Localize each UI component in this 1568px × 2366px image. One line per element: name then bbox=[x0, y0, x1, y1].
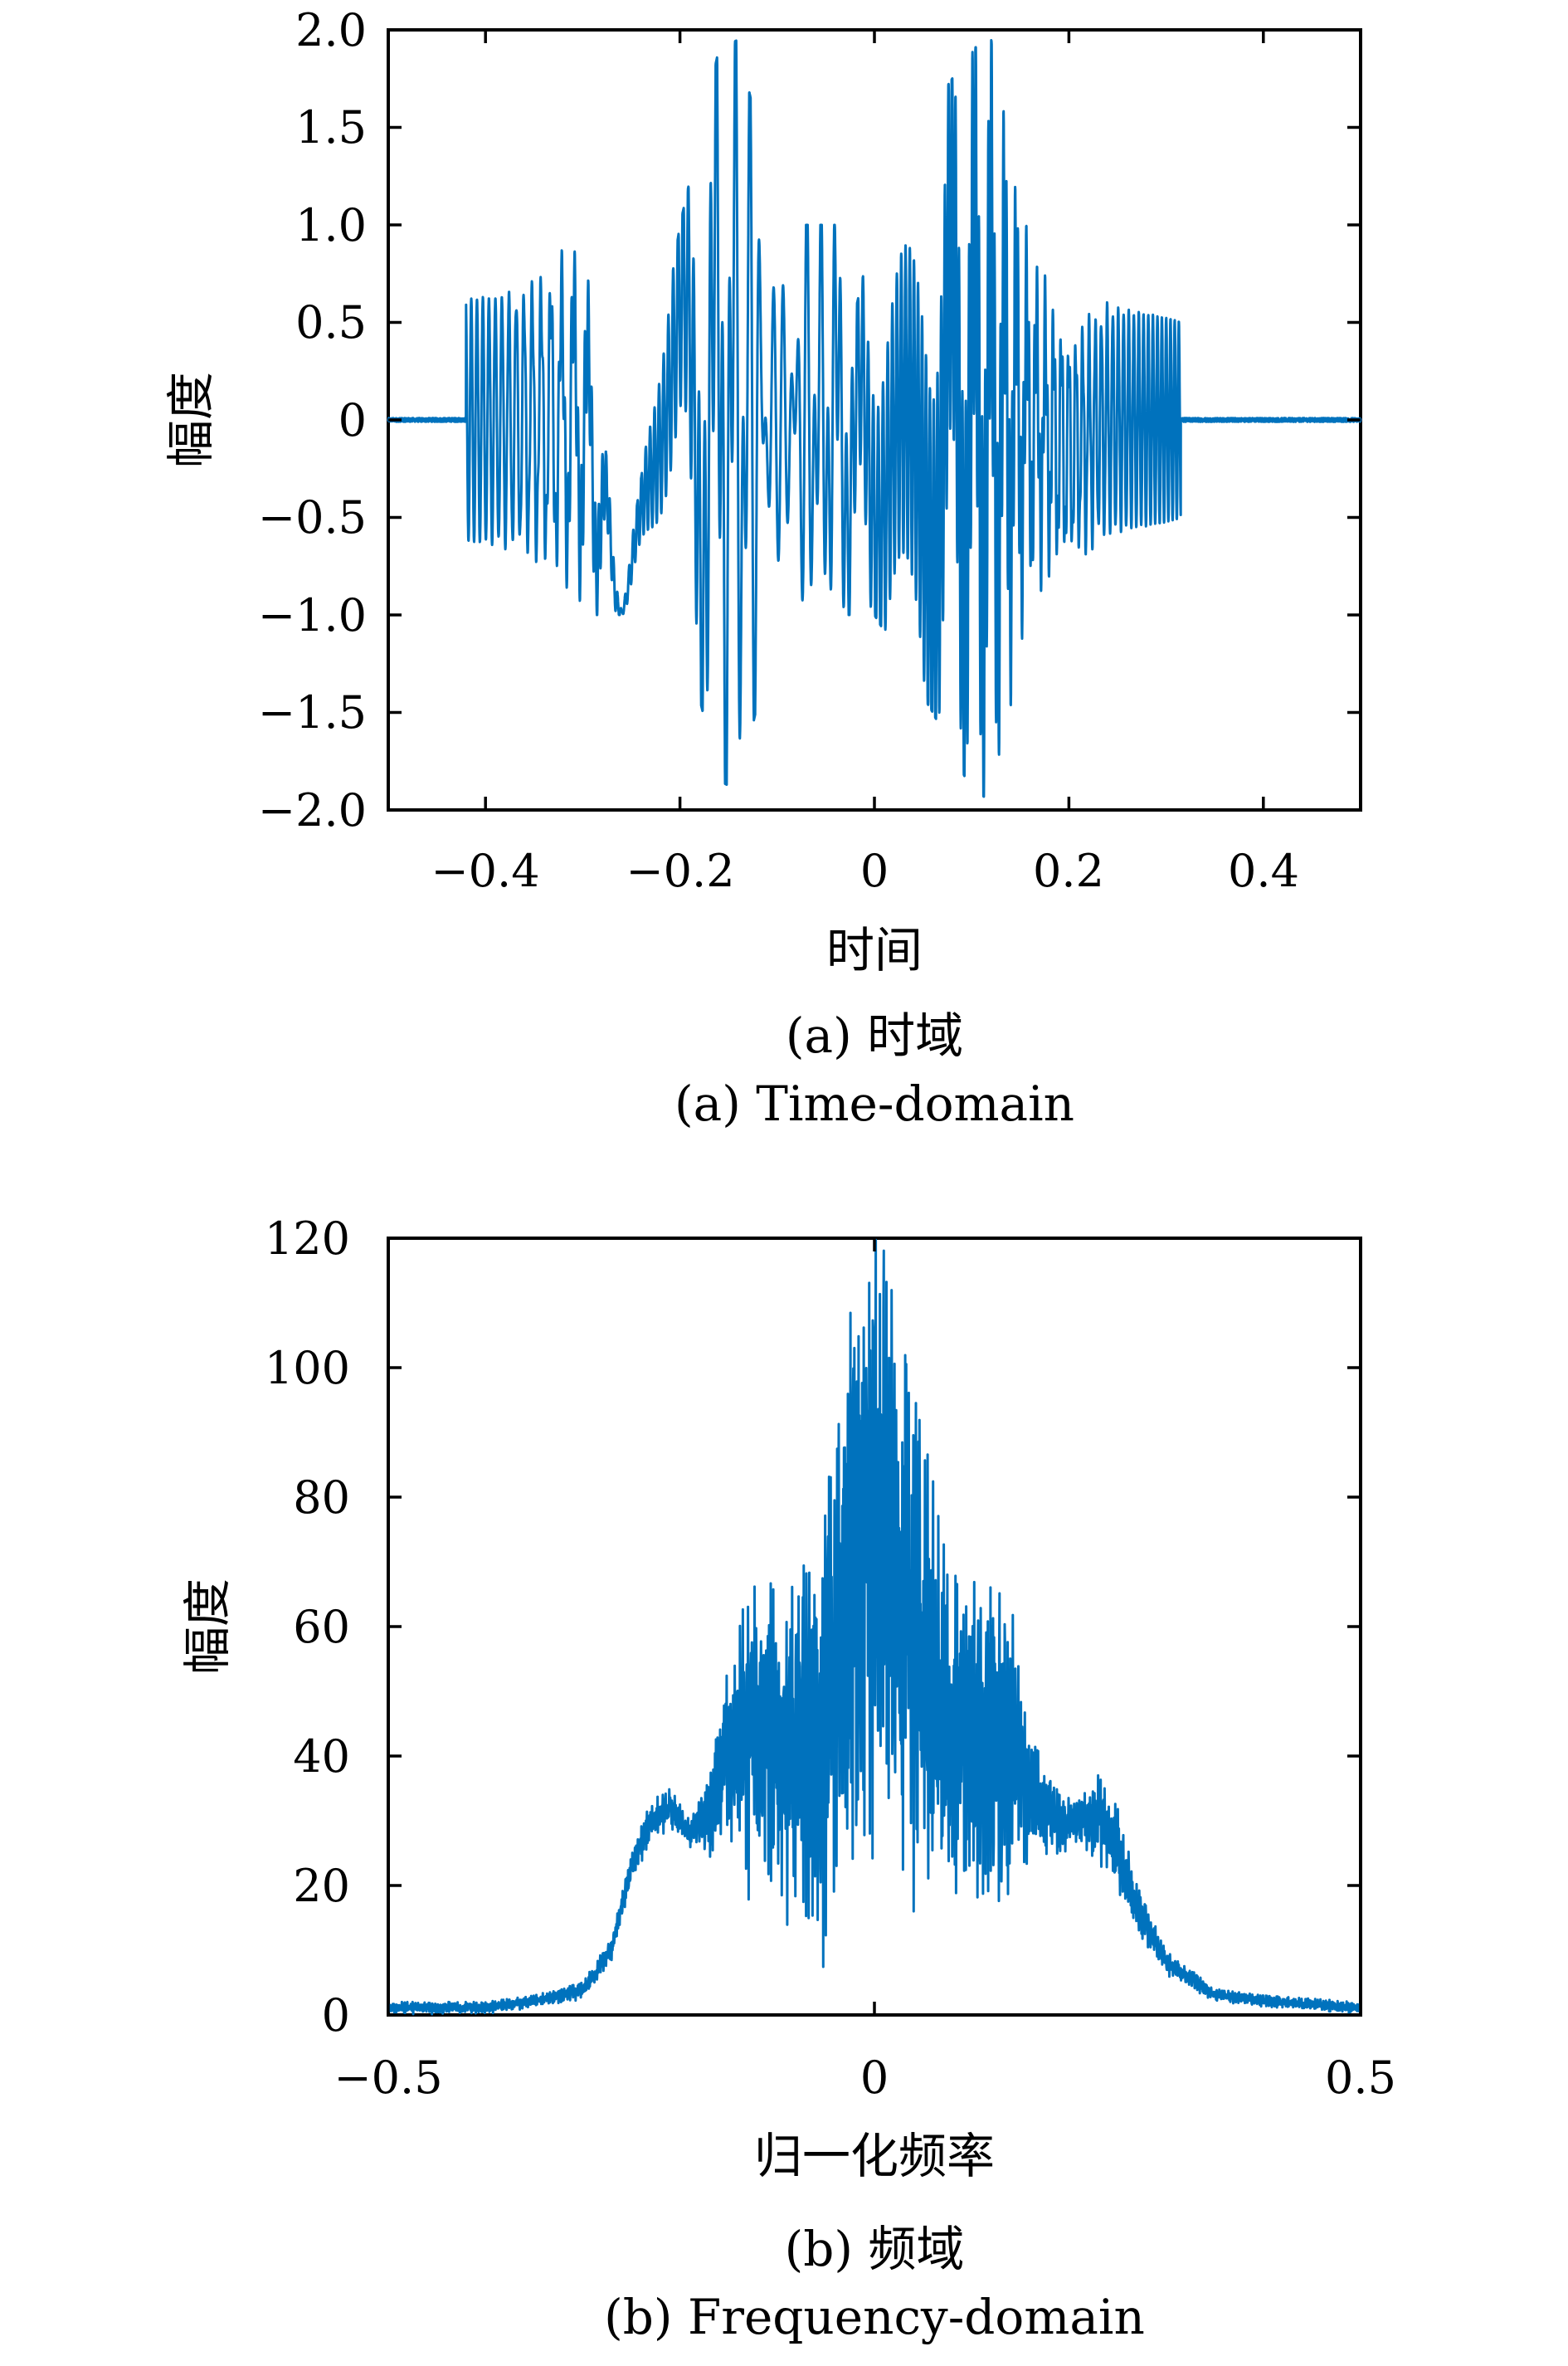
caption-a-cn: (a) 时域 bbox=[786, 1007, 963, 1064]
ytick-label-a-3: 0.5 bbox=[295, 296, 367, 349]
caption-b-en: (b) Frequency-domain bbox=[604, 2289, 1145, 2345]
caption-b-cn: (b) 频域 bbox=[785, 2221, 965, 2277]
ytick-label-b-0: 120 bbox=[265, 1212, 350, 1265]
ytick-label-b-1: 100 bbox=[265, 1342, 350, 1394]
xtick-label-b-1: 0 bbox=[860, 2051, 889, 2104]
xtick-label-a-4: 0.4 bbox=[1228, 845, 1299, 897]
ytick-label-b-5: 20 bbox=[293, 1860, 350, 1912]
ytick-label-a-8: −2.0 bbox=[258, 784, 367, 837]
xtick-label-a-3: 0.2 bbox=[1033, 845, 1104, 897]
ytick-label-b-2: 80 bbox=[293, 1471, 350, 1524]
ytick-label-a-2: 1.0 bbox=[295, 199, 367, 251]
ytick-label-a-1: 1.5 bbox=[295, 101, 367, 154]
chart-frequency-domain: 120 100 80 60 40 20 0 −0.5 0 0.5 归一化频率 幅… bbox=[179, 1212, 1396, 2345]
ytick-label-b-4: 40 bbox=[293, 1730, 350, 1783]
xtick-label-a-0: −0.4 bbox=[431, 845, 539, 897]
spectrum-line bbox=[387, 1238, 1362, 2016]
ytick-label-a-5: −0.5 bbox=[258, 491, 367, 544]
xtick-label-b-0: −0.5 bbox=[334, 2051, 442, 2104]
ticks-a bbox=[388, 28, 1361, 812]
ytick-label-a-4: 0 bbox=[338, 394, 367, 446]
series-spectrum bbox=[387, 1238, 1362, 2016]
ytick-label-a-7: −1.5 bbox=[258, 686, 367, 739]
xtick-label-a-1: −0.2 bbox=[626, 845, 734, 897]
x-axis-title-a: 时间 bbox=[826, 922, 923, 978]
caption-a-en: (a) Time-domain bbox=[674, 1076, 1074, 1132]
series-time-signal bbox=[387, 39, 1362, 798]
xtick-label-b-2: 0.5 bbox=[1325, 2051, 1396, 2104]
time-signal-line bbox=[387, 39, 1362, 798]
xtick-label-a-2: 0 bbox=[860, 845, 889, 897]
ytick-label-b-6: 0 bbox=[322, 1989, 350, 2042]
y-axis-title-a: 幅度 bbox=[163, 372, 219, 468]
ytick-label-b-3: 60 bbox=[293, 1601, 350, 1653]
y-axis-title-b: 幅度 bbox=[179, 1578, 236, 1675]
x-axis-title-b: 归一化频率 bbox=[754, 2128, 995, 2184]
ticks-b bbox=[387, 1237, 1362, 2017]
chart-time-domain: 2.0 1.5 1.0 0.5 0 −0.5 −1.0 −1.5 −2.0 −0… bbox=[163, 4, 1362, 1132]
ytick-label-a-6: −1.0 bbox=[258, 589, 367, 642]
ytick-label-a-0: 2.0 bbox=[295, 4, 367, 56]
